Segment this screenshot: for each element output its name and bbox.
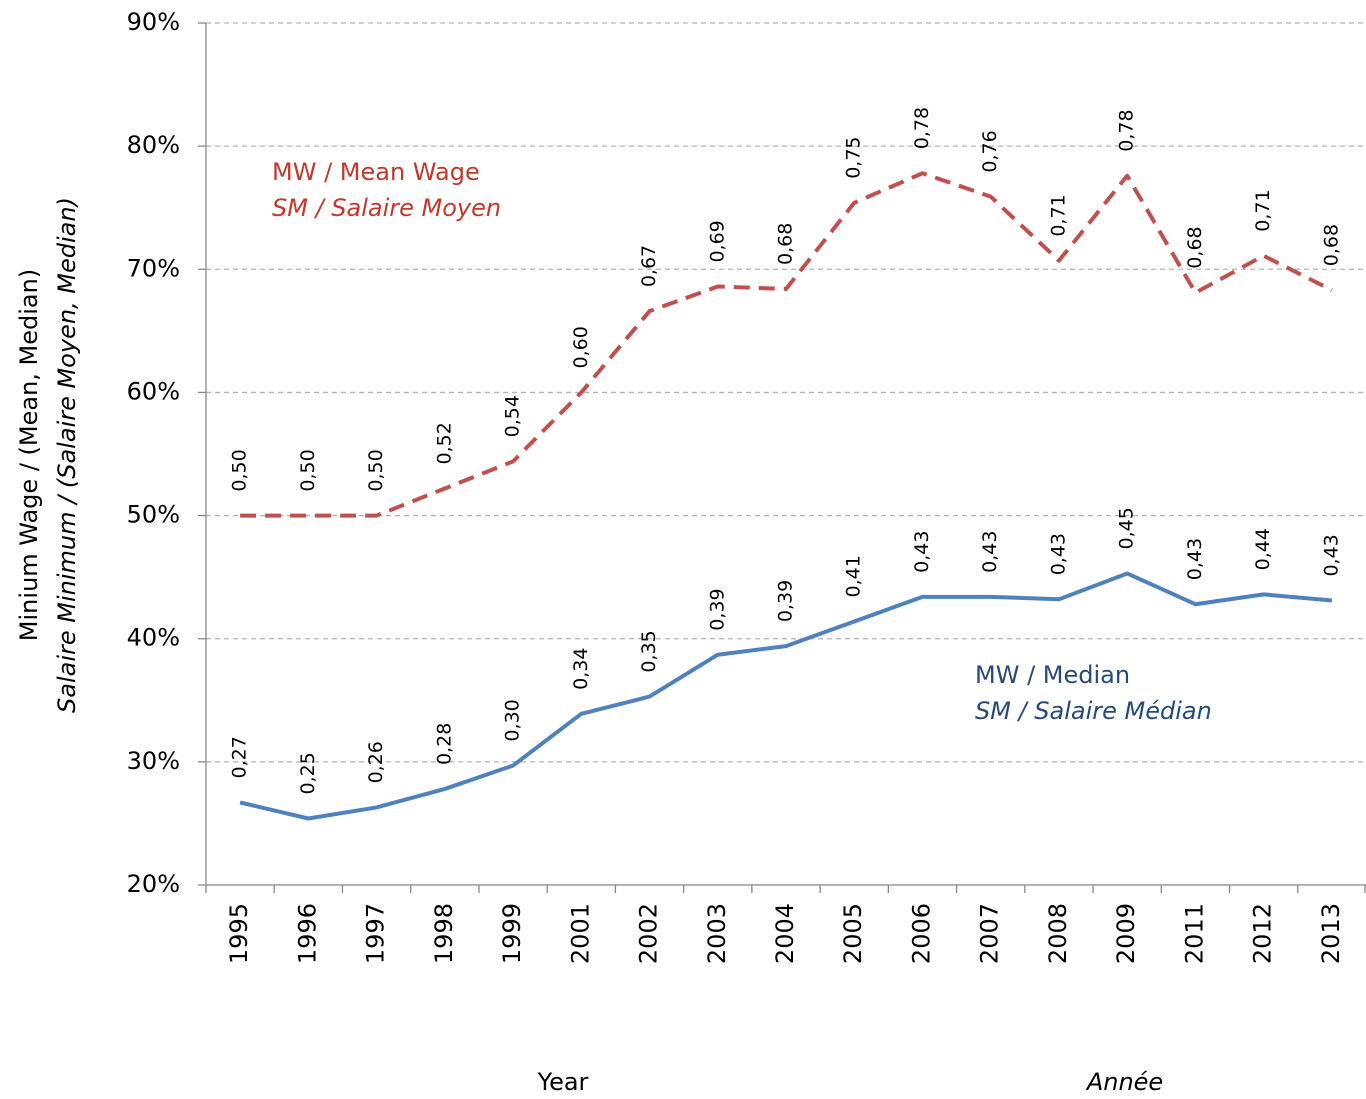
y-tick-label: 40%	[127, 624, 180, 652]
data-label: 0,68	[1320, 224, 1342, 266]
x-tick-label: 2006	[907, 903, 935, 964]
data-label: 0,78	[911, 107, 933, 149]
x-tick-label: 2004	[771, 903, 799, 964]
x-axis-title: Year	[537, 1068, 589, 1096]
y-tick-label: 30%	[127, 747, 180, 775]
data-label: 0,28	[433, 723, 455, 765]
x-tick-label: 2011	[1180, 903, 1208, 964]
y-axis-title-fr: Salaire Minimum / (Salaire Moyen, Median…	[53, 197, 81, 713]
x-tick-label: 2003	[703, 903, 731, 964]
x-tick-label: 1995	[225, 903, 253, 964]
series-label-fr: SM / Salaire Médian	[975, 697, 1212, 725]
data-label: 0,54	[502, 395, 524, 437]
data-label: 0,41	[843, 555, 865, 597]
data-label: 0,67	[638, 245, 660, 287]
x-tick-label: 2012	[1249, 903, 1277, 964]
data-label: 0,50	[297, 449, 319, 491]
series-line	[239, 571, 1333, 821]
data-label: 0,30	[502, 699, 524, 741]
x-tick-label: 2001	[566, 903, 594, 964]
data-label: 0,43	[1320, 534, 1342, 576]
y-tick-label: 70%	[127, 254, 180, 282]
data-label: 0,78	[1116, 109, 1138, 151]
data-label: 0,35	[638, 630, 660, 672]
data-label: 0,27	[229, 736, 251, 778]
data-label: 0,52	[433, 422, 455, 464]
x-tick-label: 1997	[362, 903, 390, 964]
data-label: 0,71	[1047, 194, 1069, 236]
x-tick-label: 1999	[498, 903, 526, 964]
data-label: 0,76	[979, 130, 1001, 172]
data-label: 0,44	[1252, 528, 1274, 570]
data-label: 0,45	[1116, 507, 1138, 549]
data-label: 0,71	[1252, 189, 1274, 231]
series-label: MW / Mean Wage	[272, 158, 480, 186]
series-label-fr: SM / Salaire Moyen	[272, 194, 501, 222]
x-tick-label: 2005	[839, 903, 867, 964]
y-axis-title: Minium Wage / (Mean, Median)	[15, 269, 43, 641]
x-axis-title-fr: Année	[1085, 1068, 1163, 1096]
series-label: MW / Median	[975, 661, 1130, 689]
data-label: 0,43	[979, 531, 1001, 573]
data-label: 0,43	[1047, 533, 1069, 575]
y-tick-label: 90%	[127, 8, 180, 36]
y-tick-label: 50%	[127, 501, 180, 529]
x-tick-label: 2009	[1112, 903, 1140, 964]
x-tick-label: 2002	[635, 903, 663, 964]
data-label: 0,60	[570, 326, 592, 368]
data-label: 0,68	[1184, 226, 1206, 268]
y-tick-label: 20%	[127, 870, 180, 898]
x-tick-label: 2007	[976, 903, 1004, 964]
data-label: 0,39	[775, 580, 797, 622]
y-tick-label: 80%	[127, 131, 180, 159]
data-label: 0,68	[775, 223, 797, 265]
data-label: 0,34	[570, 648, 592, 690]
data-label: 0,39	[706, 588, 728, 630]
data-label: 0,43	[1184, 538, 1206, 580]
x-tick-label: 1998	[430, 903, 458, 964]
data-label: 0,25	[297, 752, 319, 794]
data-label: 0,69	[706, 220, 728, 262]
data-label: 0,75	[843, 136, 865, 178]
x-tick-label: 2008	[1044, 903, 1072, 964]
x-tick-label: 2013	[1317, 903, 1345, 964]
series-line	[240, 171, 1333, 518]
data-label: 0,50	[229, 449, 251, 491]
y-tick-label: 60%	[127, 377, 180, 405]
data-label: 0,43	[911, 531, 933, 573]
x-tick-label: 1996	[293, 903, 321, 964]
data-label: 0,50	[365, 449, 387, 491]
data-label: 0,26	[365, 741, 387, 783]
